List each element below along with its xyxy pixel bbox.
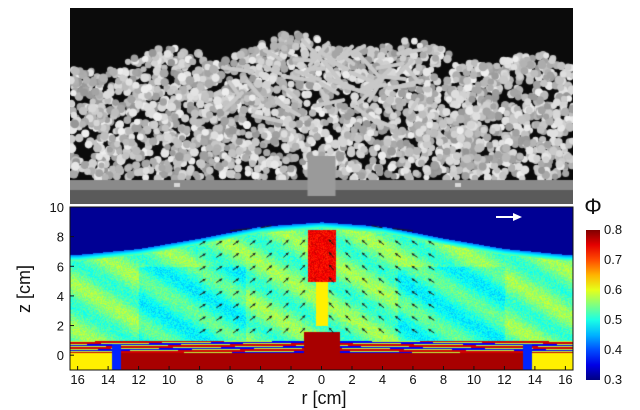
- colorbar-tick-label: 0.6: [604, 282, 622, 297]
- x-tick-label: 16: [558, 372, 572, 387]
- x-tick-label: 10: [467, 372, 481, 387]
- x-tick-label: 8: [440, 372, 447, 387]
- x-tick-label: 12: [131, 372, 145, 387]
- colorbar-tick-label: 0.5: [604, 312, 622, 327]
- x-tick-label: 4: [257, 372, 264, 387]
- x-tick-label: 6: [226, 372, 233, 387]
- colorbar-tick-label: 0.7: [604, 252, 622, 267]
- colorbar-ticks: 0.3 0.4 0.5 0.6 0.7 0.8: [604, 222, 622, 387]
- y-tick-label: 2: [57, 319, 64, 334]
- x-tick-label: 14: [528, 372, 542, 387]
- colorbar-tick-label: 0.3: [604, 372, 622, 387]
- x-tick-label: 6: [409, 372, 416, 387]
- y-tick-label: 0: [57, 348, 64, 363]
- y-tick-label: 8: [57, 230, 64, 245]
- x-tick-label: 4: [379, 372, 386, 387]
- y-axis-label: z [cm]: [14, 265, 34, 313]
- x-tick-label: 14: [101, 372, 115, 387]
- x-tick-label: 12: [497, 372, 511, 387]
- x-tick-label: 0: [318, 372, 325, 387]
- x-tick-label: 2: [287, 372, 294, 387]
- colorbar-tick-label: 0.8: [604, 222, 622, 237]
- x-tick-label: 2: [348, 372, 355, 387]
- y-tick-label: 4: [57, 289, 64, 304]
- y-tick-label: 6: [57, 259, 64, 274]
- colorbar-tick-label: 0.4: [604, 342, 622, 357]
- colorbar-label: Φ: [584, 194, 602, 219]
- x-tick-label: 16: [70, 372, 84, 387]
- colorbar-gradient: [586, 230, 600, 380]
- y-tick-label: 10: [50, 200, 64, 215]
- packing-fraction-heatmap: [70, 207, 573, 370]
- x-tick-label: 8: [196, 372, 203, 387]
- x-axis-label: r [cm]: [302, 388, 347, 408]
- ct-scan-image: [70, 8, 573, 204]
- x-tick-label: 10: [162, 372, 176, 387]
